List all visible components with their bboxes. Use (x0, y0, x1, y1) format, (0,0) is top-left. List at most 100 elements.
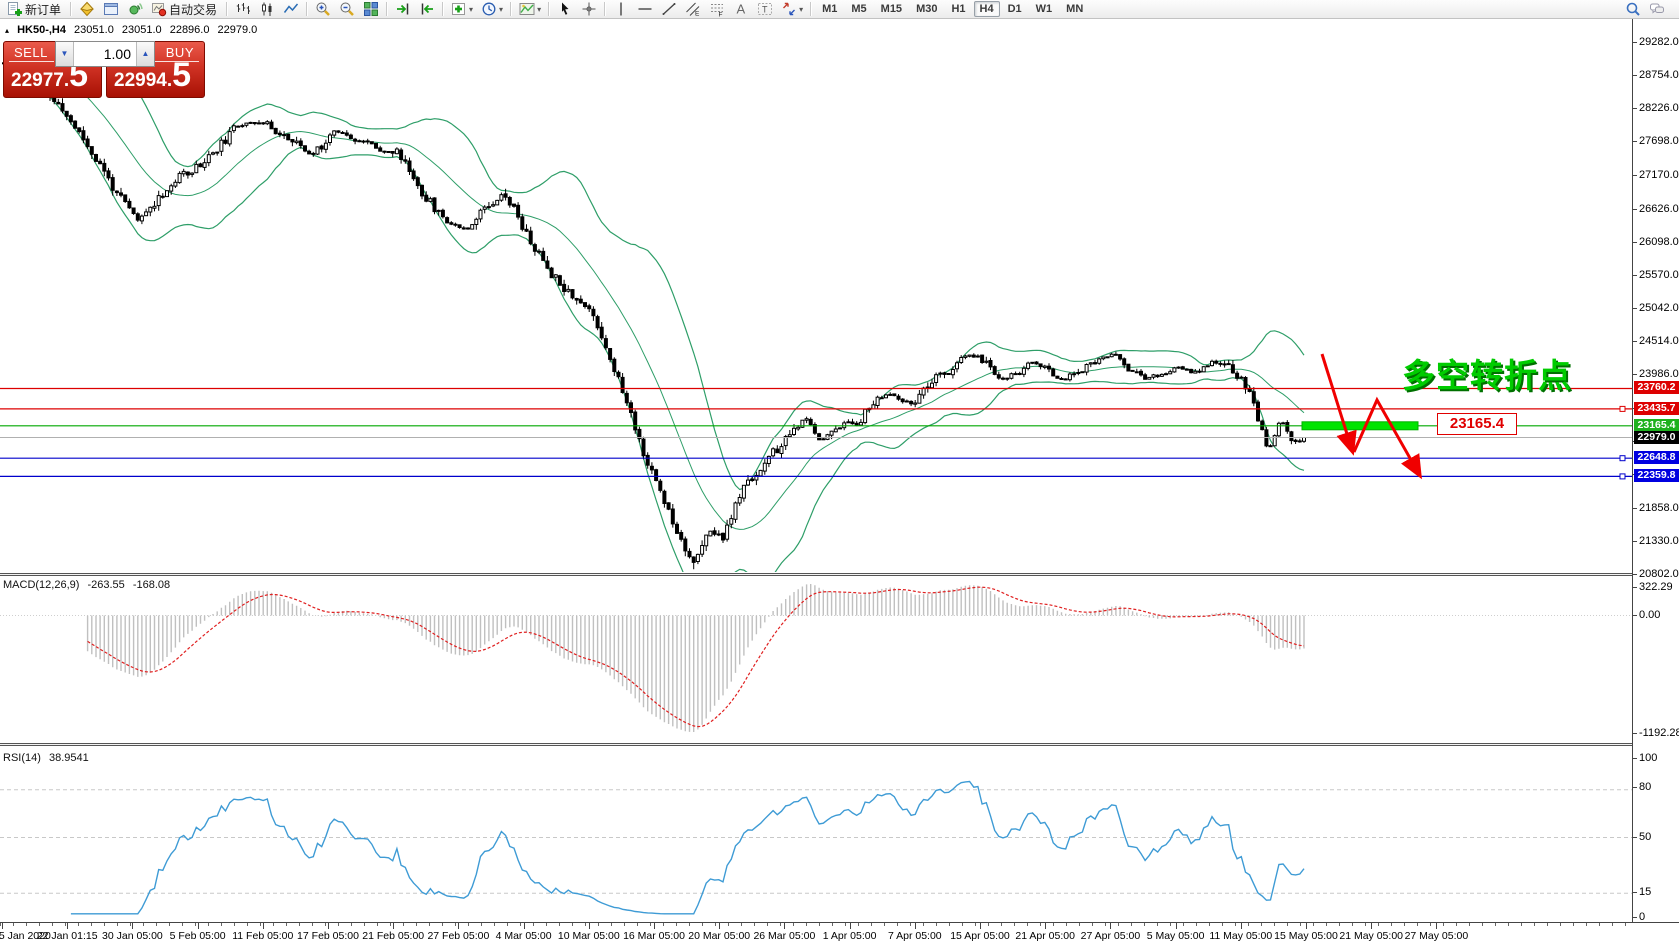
crosshair-button[interactable] (578, 0, 600, 19)
candle (403, 159, 408, 162)
line-chart-button[interactable] (280, 0, 302, 19)
candle (1009, 373, 1014, 379)
drawn-annotations[interactable] (1301, 353, 1422, 480)
rsi-axis-tick (1633, 837, 1637, 838)
candle (553, 274, 558, 278)
candle (984, 360, 989, 363)
candle (244, 122, 249, 126)
zoom-out-button[interactable] (336, 0, 358, 19)
candle (708, 530, 713, 537)
candle (875, 396, 880, 407)
line-handle[interactable] (1619, 455, 1626, 462)
candle (812, 424, 817, 434)
candle (202, 162, 207, 168)
buy-price-int: 22994 (114, 70, 167, 91)
data-window-button[interactable] (100, 0, 122, 19)
trendline-button[interactable] (658, 0, 680, 19)
timeframe-button-m1[interactable]: M1 (822, 3, 838, 15)
timeframe-button-h1[interactable]: H1 (951, 3, 966, 15)
fibonacci-button[interactable]: F (706, 0, 728, 19)
bar-chart-button[interactable] (232, 0, 254, 19)
price-tick-label: 26098.0 (1639, 236, 1679, 248)
zoom-in-button[interactable] (312, 0, 334, 19)
timeframe-button-w1[interactable]: W1 (1035, 3, 1053, 15)
level-price-label: 23760.2 (1634, 381, 1679, 394)
text-label-button[interactable]: T (754, 0, 776, 19)
indicators-button[interactable]: ▾ (448, 0, 476, 19)
candle (307, 150, 312, 155)
market-watch-button[interactable] (76, 0, 98, 19)
line-handle[interactable] (1619, 473, 1626, 480)
candle (725, 524, 730, 540)
strategy-tester-button[interactable] (124, 0, 146, 19)
volume-increase-button[interactable]: ▲ (136, 42, 154, 66)
rsi-label: RSI(14) 38.9541 (3, 752, 94, 764)
timeframe-button-m30[interactable]: M30 (916, 3, 938, 15)
tile-windows-button[interactable] (360, 0, 382, 19)
macd-pane-canvas[interactable] (0, 577, 1632, 741)
timeframe-button-h4[interactable]: H4 (973, 1, 1000, 17)
time-tick (1045, 923, 1046, 929)
candle (110, 177, 115, 191)
chart-shift-button[interactable] (416, 0, 438, 19)
chevron-down-icon[interactable]: ▾ (799, 4, 804, 14)
chat-button[interactable] (1646, 0, 1668, 19)
arrows-button[interactable]: ▾ (778, 0, 806, 19)
scroll-to-end-button[interactable] (392, 0, 414, 19)
candle (975, 355, 980, 358)
volume-value[interactable]: 1.00 (103, 46, 131, 62)
timeframe-button-m15[interactable]: M15 (880, 3, 903, 15)
candle (658, 480, 663, 491)
macd-axis-tick (1633, 615, 1637, 616)
pane-splitter-rsi[interactable] (0, 743, 1679, 746)
candle (608, 348, 613, 360)
candle (683, 538, 688, 552)
ohlc-close: 22979.0 (217, 24, 258, 36)
price-tick-label: 21330.0 (1639, 535, 1679, 547)
timeframe-button-d1[interactable]: D1 (1007, 3, 1022, 15)
candle (1109, 353, 1114, 358)
toolbar-separator (226, 2, 229, 16)
candle (114, 190, 119, 194)
candle (323, 142, 328, 150)
new-order-icon (7, 1, 23, 17)
price-axis[interactable]: 29282.0 28754.0 28226.0 27698.0 27170.0 26626… (1632, 19, 1679, 923)
chevron-down-icon[interactable]: ▾ (499, 4, 504, 14)
candle (562, 283, 567, 292)
zigzag-arrow-annotation[interactable] (1352, 396, 1422, 480)
rsi-pane-canvas[interactable] (0, 747, 1632, 922)
candle (436, 209, 441, 212)
candle (102, 162, 107, 172)
support-zone-highlight[interactable] (1301, 421, 1419, 431)
chevron-down-icon[interactable]: ▾ (469, 4, 474, 14)
turning-point-annotation[interactable]: 多空转折点 (1402, 357, 1572, 394)
candle (1097, 358, 1102, 364)
main-chart-canvas[interactable] (0, 19, 1632, 572)
cursor-button[interactable] (554, 0, 576, 19)
candle (1076, 372, 1081, 374)
down-arrow-annotation[interactable] (1320, 353, 1357, 456)
line-handle[interactable] (1619, 405, 1626, 412)
timeframe-button-mn[interactable]: MN (1066, 3, 1084, 15)
price-callout-label[interactable]: 23165.4 (1437, 413, 1517, 435)
chevron-down-icon[interactable]: ▾ (537, 4, 542, 14)
equidistant-channel-button[interactable]: E (682, 0, 704, 19)
volume-decrease-button[interactable]: ▼ (56, 42, 74, 66)
vertical-line-button[interactable] (610, 0, 632, 19)
candle (131, 207, 136, 214)
pane-splitter-macd[interactable] (0, 573, 1679, 576)
new-order-button[interactable]: 新订单 (4, 0, 66, 19)
text-button[interactable]: A (730, 0, 752, 19)
search-button[interactable] (1622, 0, 1644, 19)
templates-button[interactable]: ▾ (516, 0, 544, 19)
autotrading-button[interactable]: 自动交易 (148, 0, 222, 19)
timeframe-button-m5[interactable]: M5 (851, 3, 867, 15)
periods-button[interactable]: ▾ (478, 0, 506, 19)
candle (549, 267, 554, 279)
rsi-axis-tick (1633, 758, 1637, 759)
volume-field[interactable]: ▼ 1.00 ▲ (55, 41, 155, 67)
candle (1105, 356, 1110, 359)
horizontal-line-button[interactable] (634, 0, 656, 19)
candlestick-chart-button[interactable] (256, 0, 278, 19)
